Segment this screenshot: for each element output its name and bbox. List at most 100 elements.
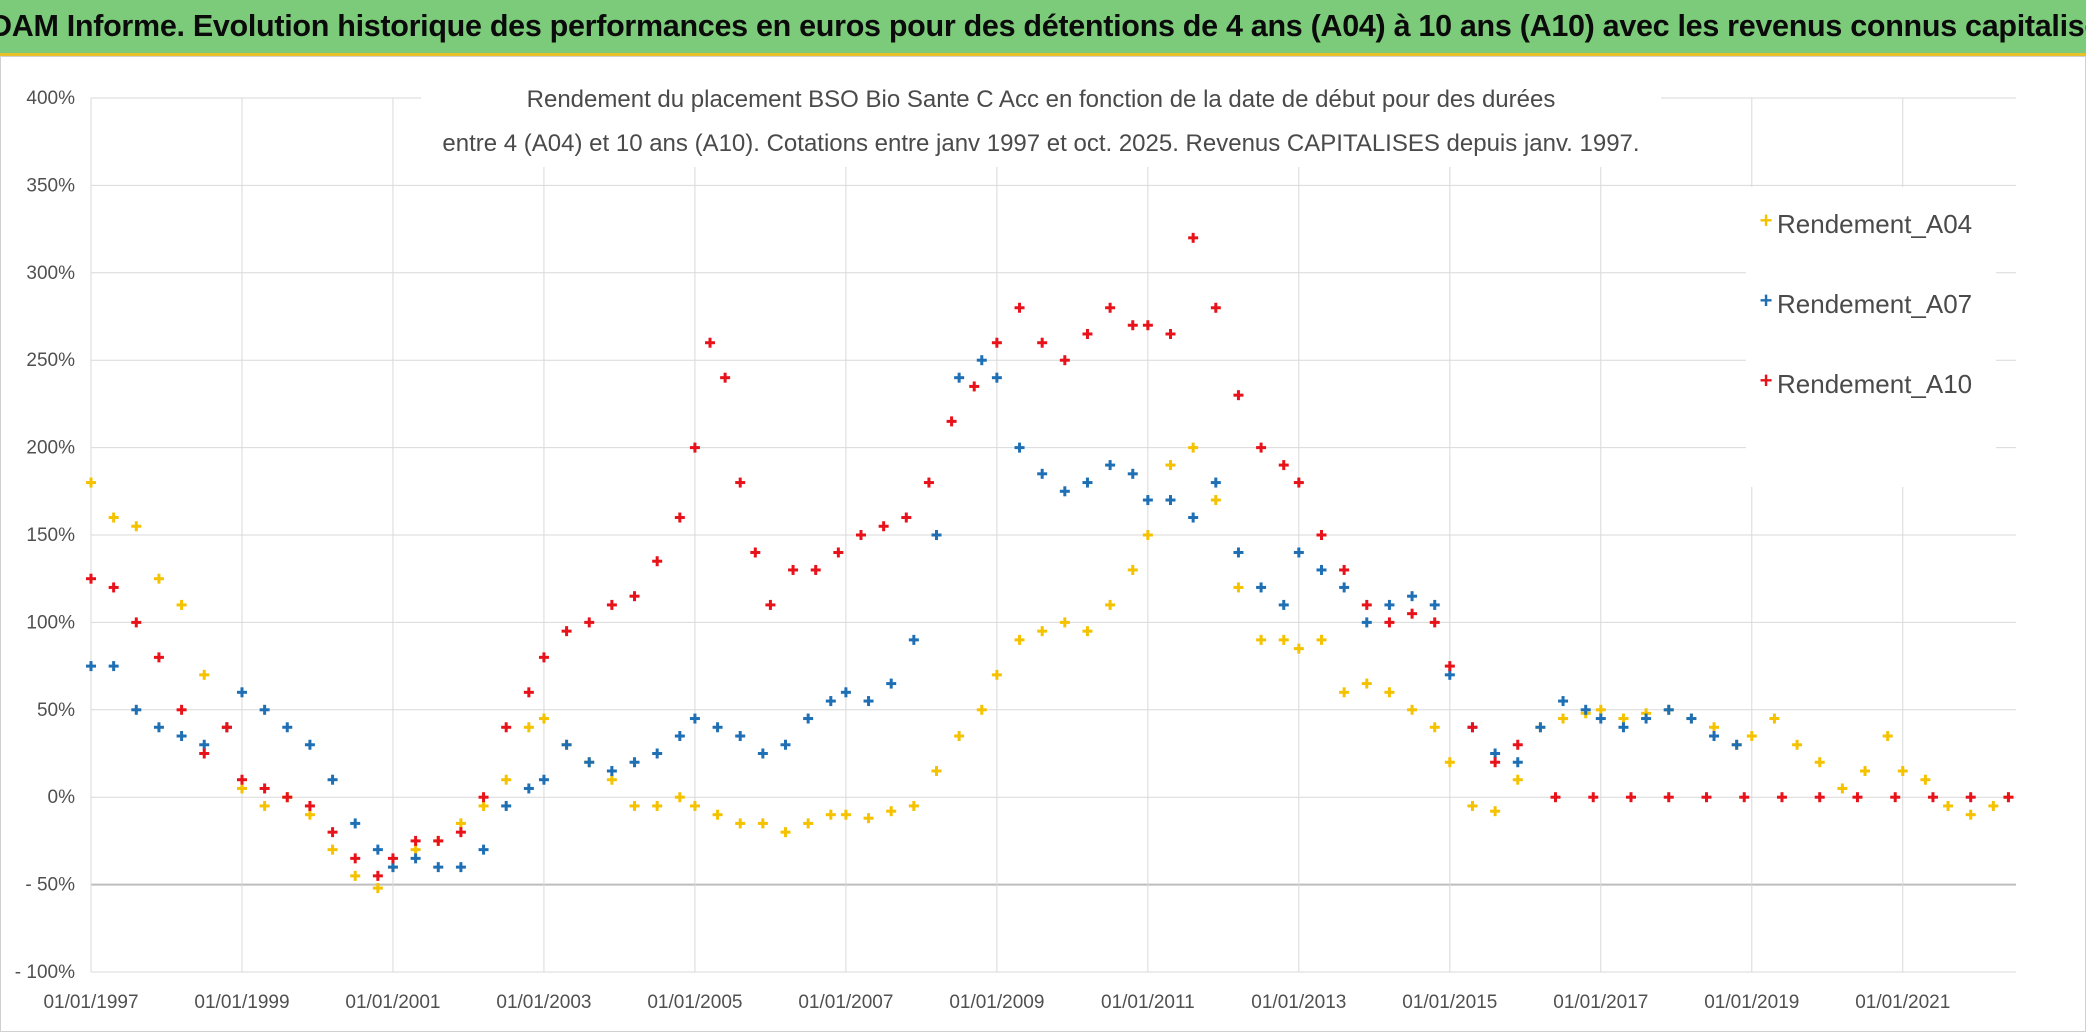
data-point [1444, 661, 1455, 672]
x-tick-label: 01/01/2013 [1251, 992, 1346, 1013]
data-point [1407, 608, 1418, 619]
series-rendement_a07 [86, 355, 1742, 873]
data-point [538, 713, 549, 724]
data-point [387, 862, 398, 873]
data-point [1988, 800, 1999, 811]
data-point [523, 687, 534, 698]
data-point [410, 844, 421, 855]
data-point [1316, 634, 1327, 645]
data-point [584, 757, 595, 768]
data-point [923, 477, 934, 488]
data-point [780, 827, 791, 838]
data-point [1776, 792, 1787, 803]
data-point [886, 678, 897, 689]
data-point [908, 800, 919, 811]
data-point [176, 731, 187, 742]
data-point [501, 722, 512, 733]
y-tick-label: 350% [26, 175, 75, 196]
data-point [410, 853, 421, 864]
data-point [1256, 582, 1267, 593]
y-tick-label: 100% [26, 612, 75, 633]
data-point [153, 652, 164, 663]
data-point [259, 800, 270, 811]
data-point [1897, 765, 1908, 776]
y-tick-label: 250% [26, 350, 75, 371]
data-point [629, 591, 640, 602]
data-point [455, 818, 466, 829]
data-point [304, 800, 315, 811]
series-rendement_a10 [86, 232, 2014, 881]
data-point [1814, 757, 1825, 768]
data-point [825, 696, 836, 707]
x-tick-label: 01/01/2003 [496, 992, 591, 1013]
data-point [689, 713, 700, 724]
data-point [1339, 687, 1350, 698]
data-point [1059, 486, 1070, 497]
data-point [1165, 460, 1176, 471]
data-point [931, 765, 942, 776]
data-point [863, 696, 874, 707]
data-point [946, 416, 957, 427]
y-tick-label: 300% [26, 263, 75, 284]
data-point [1739, 792, 1750, 803]
data-point [1165, 495, 1176, 506]
y-gridlines [91, 97, 2016, 973]
data-point [1618, 713, 1629, 724]
chart-title-line-2: entre 4 (A04) et 10 ans (A10). Cotations… [442, 130, 1639, 157]
y-tick-label: 50% [37, 700, 75, 721]
data-point [757, 818, 768, 829]
data-point [1407, 591, 1418, 602]
data-point [350, 870, 361, 881]
x-tick-label: 01/01/2007 [798, 992, 893, 1013]
data-point [863, 813, 874, 824]
data-point [259, 704, 270, 715]
y-tick-label: - 100% [15, 962, 75, 983]
data-point [1278, 599, 1289, 610]
data-point [1233, 547, 1244, 558]
data-point [720, 372, 731, 383]
data-point [199, 669, 210, 680]
data-point [689, 800, 700, 811]
data-point [969, 381, 980, 392]
data-point [735, 731, 746, 742]
x-tick-label: 01/01/2021 [1855, 992, 1950, 1013]
data-point [652, 748, 663, 759]
data-point [176, 704, 187, 715]
data-point [833, 547, 844, 558]
data-point [1316, 530, 1327, 540]
data-point [1490, 806, 1501, 817]
data-point [825, 809, 836, 820]
data-point [840, 687, 851, 698]
data-point [1384, 687, 1395, 698]
data-point [1595, 713, 1606, 724]
data-point [1256, 442, 1267, 453]
data-point [991, 337, 1002, 348]
data-point [1852, 792, 1863, 803]
data-point [1814, 792, 1825, 803]
data-point [1165, 328, 1176, 339]
data-point [908, 634, 919, 645]
data-point [1626, 792, 1636, 803]
data-point [1965, 792, 1976, 803]
data-point [1188, 232, 1199, 243]
data-point [176, 599, 187, 610]
data-point [433, 862, 444, 873]
x-tick-label: 01/01/2009 [949, 992, 1044, 1013]
legend-label-a04: Rendement_A04 [1777, 209, 1972, 239]
data-point [1339, 564, 1350, 575]
data-point [954, 731, 965, 742]
data-point [1082, 328, 1093, 339]
data-point [1490, 757, 1501, 768]
data-point [1550, 792, 1561, 803]
data-point [561, 626, 572, 637]
x-tick-label: 01/01/1997 [43, 992, 138, 1013]
data-point [788, 564, 799, 575]
data-point [1082, 477, 1093, 488]
data-point [1943, 800, 1954, 811]
data-point [1882, 731, 1893, 742]
data-point [954, 372, 965, 383]
x-axis-tick-labels: 01/01/1997 01/01/1999 01/01/2001 01/01/2003… [43, 992, 1950, 1013]
data-point [1512, 757, 1523, 768]
data-point [86, 573, 96, 584]
data-point [1293, 547, 1304, 558]
